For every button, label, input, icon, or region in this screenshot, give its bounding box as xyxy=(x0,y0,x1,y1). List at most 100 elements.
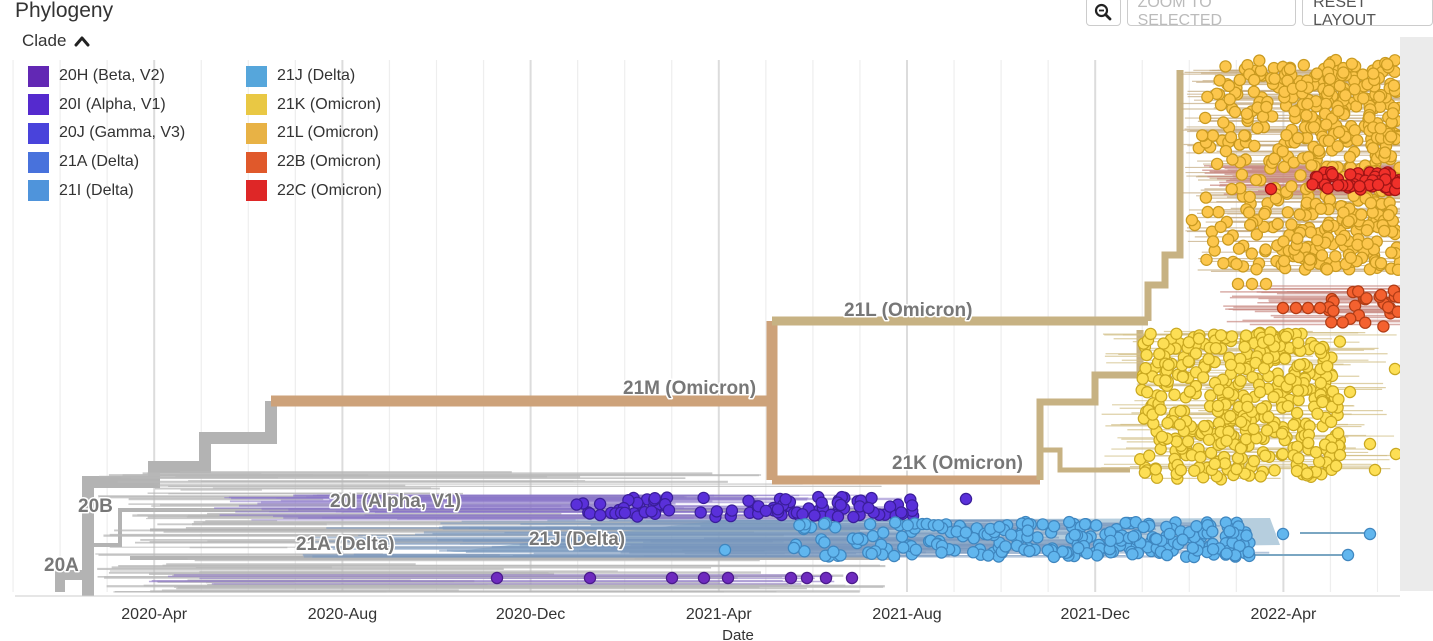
legend-item[interactable]: 21K (Omicron) xyxy=(246,91,446,120)
legend-swatch xyxy=(28,151,49,173)
21K-tip xyxy=(1222,386,1235,399)
21L-tip xyxy=(1357,91,1370,105)
21K-tip xyxy=(1329,459,1343,473)
21L-tip xyxy=(1374,122,1387,135)
20I-tip xyxy=(905,499,919,512)
21K-tip xyxy=(1220,434,1233,447)
21L-tip xyxy=(1374,257,1388,270)
legend-item[interactable]: 21A (Delta) xyxy=(28,148,246,177)
21L-tip xyxy=(1334,233,1348,246)
21L-tip xyxy=(1307,121,1321,134)
22B-tip xyxy=(1289,301,1303,315)
21L-tip xyxy=(1320,263,1334,276)
21J-tip xyxy=(818,536,831,549)
21L-tip xyxy=(1231,277,1245,291)
21K-tip xyxy=(1183,385,1197,398)
20H-tip xyxy=(784,571,798,585)
x-tick-label: 2021-Dec xyxy=(1061,606,1130,623)
21K-tip xyxy=(1192,332,1206,345)
legend-item[interactable]: 22C (Omicron) xyxy=(246,176,446,205)
21K-tip xyxy=(1154,390,1168,403)
21L-tip xyxy=(1310,67,1324,80)
21K-tip xyxy=(1293,358,1307,371)
21K-tip xyxy=(1309,446,1323,459)
legend-item[interactable]: 20I (Alpha, V1) xyxy=(28,91,246,120)
21L-tip xyxy=(1323,72,1337,86)
21J-tip xyxy=(1089,519,1103,532)
20I-tip xyxy=(742,494,755,507)
21K-tip xyxy=(1247,454,1261,468)
21K-tip xyxy=(1173,418,1187,431)
21L-tip xyxy=(1199,191,1213,204)
legend-swatch xyxy=(28,94,49,116)
21L-tip xyxy=(1267,152,1281,165)
21K-tip xyxy=(1253,385,1267,399)
21L-tip xyxy=(1303,253,1317,266)
21K-tip xyxy=(1142,449,1156,462)
21J-tip xyxy=(1104,534,1117,548)
21J-tip xyxy=(787,541,801,555)
21J-tip xyxy=(1090,549,1104,562)
magnifier-minus-icon xyxy=(1095,3,1112,20)
root-branch xyxy=(55,570,88,592)
20I-tip xyxy=(648,492,662,505)
20I-tip xyxy=(808,509,821,522)
zoom-out-button[interactable] xyxy=(1086,0,1121,26)
21J-tip xyxy=(1242,545,1255,559)
reset-layout-button[interactable]: RESET LAYOUT xyxy=(1302,0,1433,29)
legend-toggle[interactable]: Clade xyxy=(22,31,90,51)
21K-tip xyxy=(1247,422,1260,436)
21K-tip xyxy=(1174,404,1187,418)
legend-item[interactable]: 22B (Omicron) xyxy=(246,148,446,177)
21K-tip xyxy=(1162,358,1175,372)
21L-tip xyxy=(1248,139,1261,153)
21L-tip xyxy=(1249,173,1263,187)
legend-item[interactable]: 21L (Omicron) xyxy=(246,119,446,148)
21L-tip xyxy=(1291,232,1304,245)
21L-tip xyxy=(1277,235,1290,248)
21L-tip xyxy=(1276,145,1289,158)
omicron-21L-branch xyxy=(1144,70,1184,321)
21J-tip xyxy=(1056,545,1069,558)
legend-item[interactable]: 20H (Beta, V2) xyxy=(28,62,246,91)
22B-tip xyxy=(1358,316,1372,329)
21J-tip xyxy=(993,520,1006,534)
22C-tip xyxy=(1371,178,1385,191)
21J-tip xyxy=(1047,520,1061,533)
21K-tip xyxy=(1224,409,1237,423)
21K-tip xyxy=(1291,384,1305,397)
21J-tip xyxy=(1036,518,1049,531)
21K-tip xyxy=(1234,415,1248,429)
zoom-to-selected-button[interactable]: ZOOM TO SELECTED xyxy=(1126,0,1297,29)
21K-tip xyxy=(1182,355,1195,368)
21L-tip xyxy=(1259,243,1272,256)
21J-tip xyxy=(887,549,901,563)
21L-tip xyxy=(1382,208,1395,222)
20I-tip xyxy=(759,504,773,517)
20I-tip xyxy=(583,507,597,520)
21K-tip xyxy=(1278,352,1292,365)
21L-tip xyxy=(1260,100,1273,114)
21L-tip xyxy=(1210,157,1224,171)
legend-item[interactable]: 21I (Delta) xyxy=(28,176,246,205)
21L-tip xyxy=(1247,73,1261,87)
21L-tip xyxy=(1366,141,1380,155)
21L-tip xyxy=(1361,237,1374,250)
21K-tip xyxy=(1300,467,1314,480)
legend-item[interactable]: 21J (Delta) xyxy=(246,62,446,91)
21K-tip xyxy=(1194,450,1207,464)
21K-tip xyxy=(1333,335,1347,348)
legend-item[interactable]: 20J (Gamma, V3) xyxy=(28,119,246,148)
branch-label: 21J (Delta) xyxy=(529,529,625,550)
21K-tip xyxy=(1261,352,1275,365)
21K-tip xyxy=(1332,393,1345,406)
21L-tip xyxy=(1233,73,1247,87)
21L-tip xyxy=(1200,253,1213,266)
21K-tip xyxy=(1202,433,1216,446)
21J-tip xyxy=(999,540,1012,553)
21K-tip xyxy=(1218,457,1232,470)
21K-tip xyxy=(1140,348,1153,362)
21K-tip xyxy=(1325,441,1339,454)
legend-label: 21I (Delta) xyxy=(59,181,134,199)
